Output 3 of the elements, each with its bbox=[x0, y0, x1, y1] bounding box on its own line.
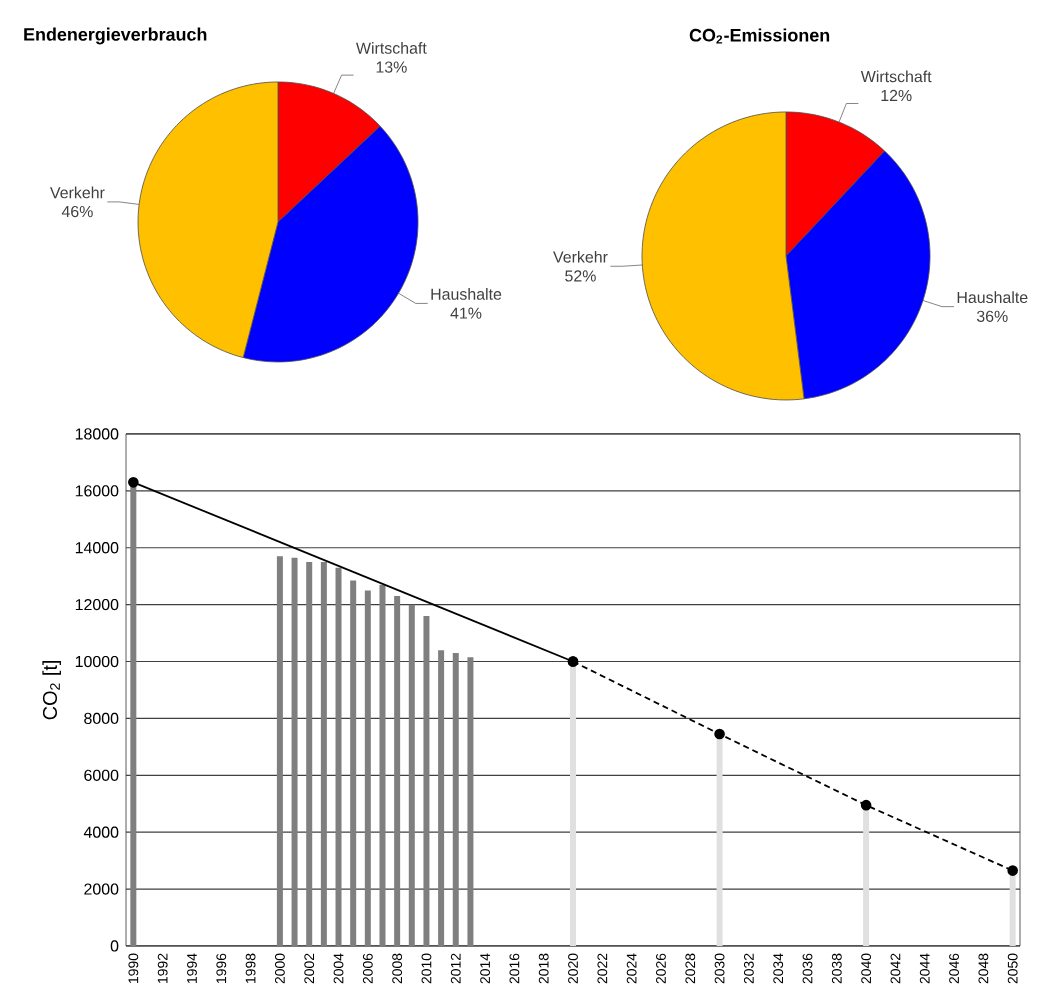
y-axis-title: CO$_{2}$ [t] bbox=[42, 660, 61, 720]
chart-title: CO$_{2}$-Emissionen bbox=[689, 28, 830, 44]
chart-title: Endenergieverbrauch bbox=[24, 27, 207, 45]
